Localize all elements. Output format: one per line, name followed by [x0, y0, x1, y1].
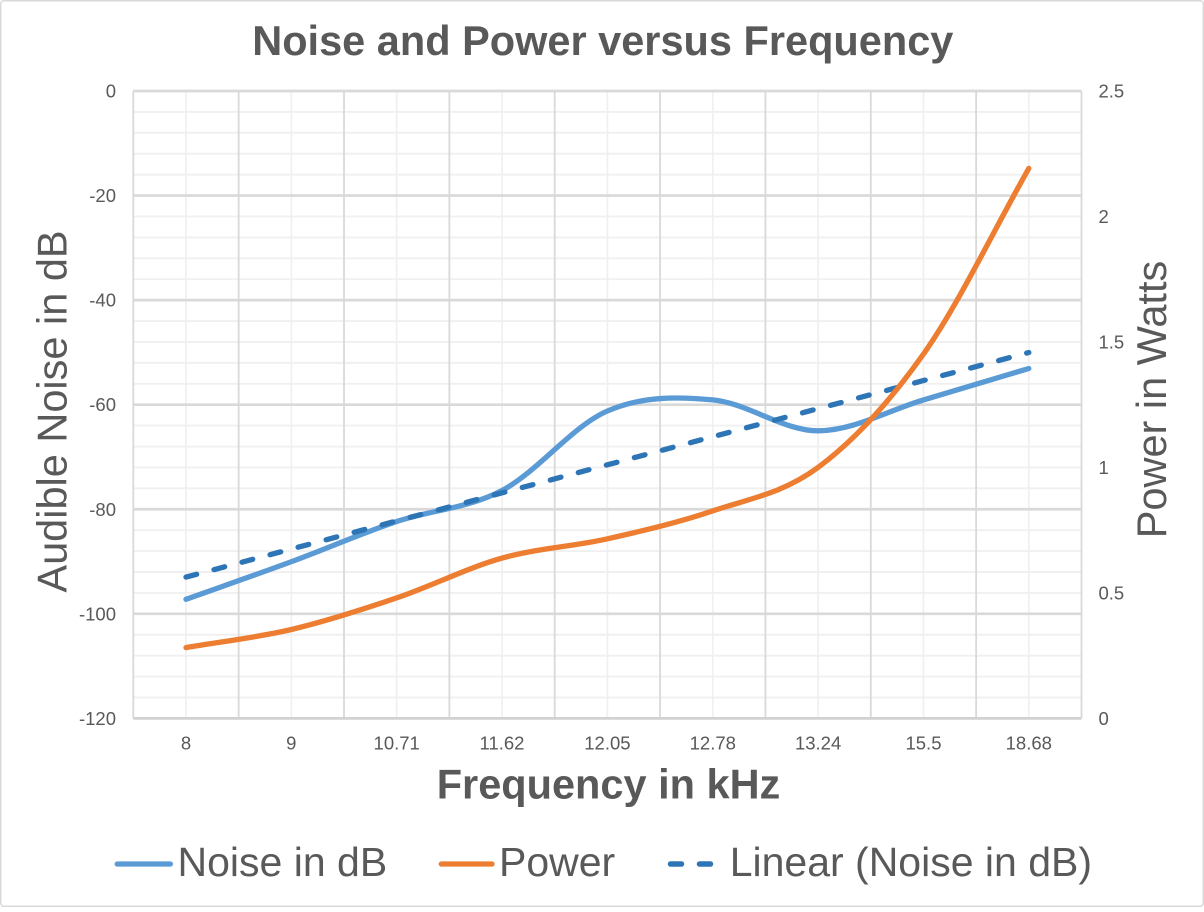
svg-text:1.5: 1.5: [1099, 332, 1125, 353]
svg-text:11.62: 11.62: [480, 733, 525, 754]
svg-text:-20: -20: [89, 185, 116, 206]
svg-text:Linear (Noise in dB): Linear (Noise in dB): [730, 839, 1092, 885]
svg-text:8: 8: [181, 733, 191, 754]
svg-text:-100: -100: [79, 603, 116, 624]
svg-text:9: 9: [286, 733, 296, 754]
svg-text:12.78: 12.78: [690, 733, 736, 754]
svg-text:-40: -40: [89, 290, 116, 311]
svg-text:Frequency in kHz: Frequency in kHz: [437, 761, 781, 808]
svg-text:0: 0: [1099, 708, 1109, 729]
svg-text:Audible Noise in dB: Audible Noise in dB: [29, 230, 76, 592]
svg-text:2.5: 2.5: [1099, 81, 1125, 102]
svg-text:2: 2: [1099, 206, 1109, 227]
svg-text:18.68: 18.68: [1006, 733, 1052, 754]
svg-text:-80: -80: [89, 499, 116, 520]
svg-text:Power in Watts: Power in Watts: [1128, 261, 1175, 539]
svg-text:Noise in dB: Noise in dB: [178, 839, 388, 885]
svg-text:1: 1: [1099, 457, 1109, 478]
svg-text:0: 0: [106, 81, 116, 102]
svg-text:10.71: 10.71: [374, 733, 420, 754]
svg-text:13.24: 13.24: [795, 733, 841, 754]
svg-text:12.05: 12.05: [584, 733, 630, 754]
svg-text:Noise and Power versus Frequen: Noise and Power versus Frequency: [252, 17, 953, 64]
svg-text:0.5: 0.5: [1099, 582, 1125, 603]
svg-text:15.5: 15.5: [905, 733, 941, 754]
svg-text:-60: -60: [89, 394, 116, 415]
svg-text:-120: -120: [79, 708, 116, 729]
svg-text:Power: Power: [499, 839, 615, 885]
